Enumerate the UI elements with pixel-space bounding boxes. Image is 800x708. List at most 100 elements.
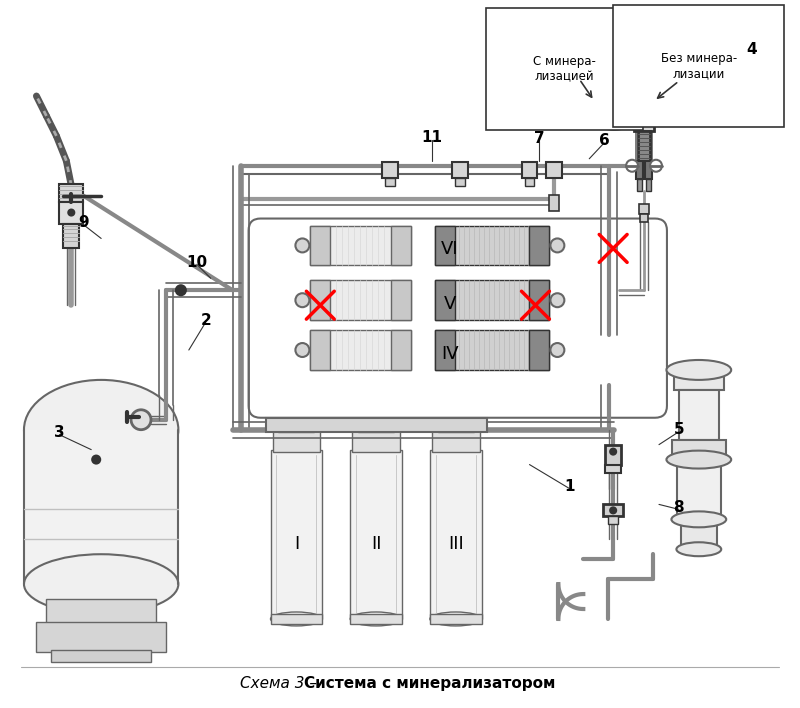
Bar <box>636 161 643 178</box>
Bar <box>605 445 621 464</box>
Bar <box>358 420 394 432</box>
Bar <box>452 161 468 178</box>
Bar <box>273 430 320 452</box>
Text: IV: IV <box>441 345 458 363</box>
Bar <box>522 161 538 178</box>
Bar <box>352 430 400 452</box>
Bar <box>603 504 623 516</box>
Bar <box>391 226 410 266</box>
Bar <box>430 450 482 619</box>
Bar <box>679 390 718 440</box>
Ellipse shape <box>24 380 178 479</box>
Bar <box>434 226 454 266</box>
Ellipse shape <box>677 542 722 556</box>
Bar <box>434 280 550 320</box>
Circle shape <box>650 160 662 172</box>
Bar <box>310 330 410 370</box>
Bar <box>550 195 559 210</box>
Bar <box>638 131 650 161</box>
Text: I: I <box>294 535 299 553</box>
Text: С минера-
лизацией: С минера- лизацией <box>533 55 596 83</box>
Bar <box>546 161 562 178</box>
Text: Система с минерализатором: Система с минерализатором <box>304 676 555 691</box>
Bar <box>646 178 651 190</box>
Bar <box>270 450 322 619</box>
Bar <box>391 280 410 320</box>
Circle shape <box>550 293 564 307</box>
Bar <box>310 226 330 266</box>
Bar <box>530 330 550 370</box>
Text: 10: 10 <box>186 255 207 270</box>
Circle shape <box>176 285 186 295</box>
Text: III: III <box>448 535 464 553</box>
Bar <box>525 178 534 185</box>
Circle shape <box>610 508 616 513</box>
Text: 11: 11 <box>422 130 442 145</box>
Text: Без минера-
лизации: Без минера- лизации <box>661 52 737 80</box>
Bar <box>430 614 482 624</box>
Circle shape <box>92 456 100 464</box>
Bar <box>350 450 402 619</box>
Circle shape <box>295 239 310 252</box>
Text: 1: 1 <box>564 479 574 494</box>
FancyBboxPatch shape <box>222 149 656 617</box>
Bar <box>639 204 649 214</box>
Circle shape <box>68 210 74 215</box>
Text: 7: 7 <box>534 132 545 147</box>
Bar <box>350 614 402 624</box>
Bar <box>310 330 330 370</box>
Text: VI: VI <box>441 241 458 258</box>
Circle shape <box>295 343 310 357</box>
Bar <box>677 459 721 520</box>
Bar <box>310 280 330 320</box>
Bar <box>605 464 621 472</box>
Circle shape <box>610 449 616 455</box>
Circle shape <box>626 160 638 172</box>
Text: 5: 5 <box>674 422 684 438</box>
Bar <box>530 280 550 320</box>
Circle shape <box>295 293 310 307</box>
Bar <box>266 418 486 432</box>
Text: 6: 6 <box>599 133 610 149</box>
Bar <box>385 178 395 185</box>
Ellipse shape <box>671 511 726 527</box>
Bar <box>608 516 618 525</box>
Bar <box>454 178 465 185</box>
Text: Схема 3 –: Схема 3 – <box>239 676 322 691</box>
Text: V: V <box>444 295 456 313</box>
Text: 2: 2 <box>200 313 211 328</box>
Bar <box>46 599 156 624</box>
Bar <box>530 226 550 266</box>
Text: 8: 8 <box>674 500 684 515</box>
Bar <box>645 161 652 178</box>
Bar <box>310 280 410 320</box>
Bar <box>672 440 726 459</box>
Bar <box>63 224 79 249</box>
Bar <box>59 202 83 224</box>
Circle shape <box>550 239 564 252</box>
Bar <box>270 614 322 624</box>
Circle shape <box>550 343 564 357</box>
Ellipse shape <box>430 612 482 626</box>
Bar <box>637 178 642 190</box>
Bar <box>59 183 83 202</box>
Bar <box>674 370 724 390</box>
Text: 9: 9 <box>78 215 89 230</box>
Bar <box>434 330 454 370</box>
Bar <box>434 226 550 266</box>
Bar <box>278 420 314 432</box>
Bar <box>681 520 717 549</box>
Ellipse shape <box>24 554 178 614</box>
Ellipse shape <box>666 360 731 380</box>
Bar <box>310 226 410 266</box>
Bar <box>391 330 410 370</box>
Bar <box>25 430 179 584</box>
Bar <box>634 116 654 131</box>
Bar <box>438 420 474 432</box>
Text: 4: 4 <box>746 42 757 57</box>
Bar <box>434 280 454 320</box>
Bar <box>638 76 650 116</box>
Bar <box>432 430 480 452</box>
Circle shape <box>131 410 151 430</box>
Ellipse shape <box>350 612 402 626</box>
